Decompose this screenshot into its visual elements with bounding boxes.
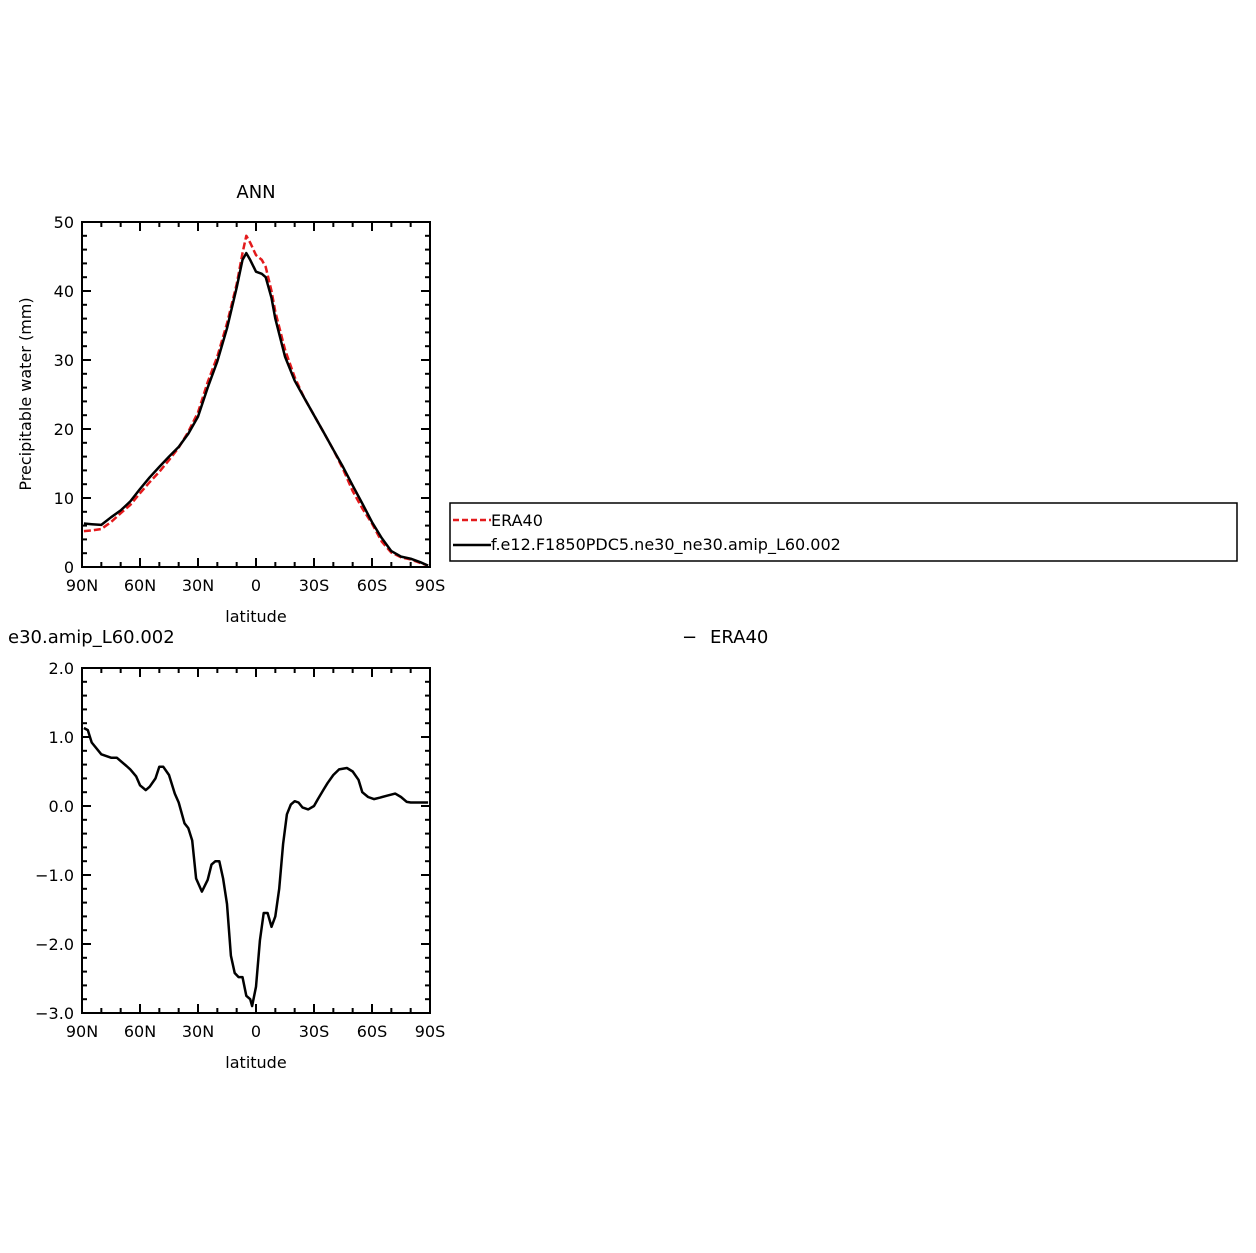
top-panel-series-line-1 <box>83 251 429 567</box>
bottom-panel-x-tick-label: 60N <box>124 1022 156 1041</box>
top-panel-x-tick-label: 30S <box>299 576 330 595</box>
bottom-panel-y-tick-label: 0.0 <box>49 797 74 816</box>
bottom-panel-title-right-dash: − <box>682 627 697 648</box>
top-panel-y-tick-label: 50 <box>54 213 74 232</box>
bottom-panel-x-tick-label: 90N <box>66 1022 98 1041</box>
bottom-panel-x-axis-label: latitude <box>225 1053 286 1072</box>
top-panel-y-tick-label: 40 <box>54 282 74 301</box>
legend-box <box>449 502 1238 562</box>
top-panel-y-tick-label: 20 <box>54 420 74 439</box>
top-panel-series-line-0 <box>83 234 429 567</box>
bottom-panel-x-tick-label: 60S <box>357 1022 388 1041</box>
top-panel-x-tick-label: 90N <box>66 576 98 595</box>
top-panel-y-axis-label: Precipitable water (mm) <box>16 297 35 490</box>
top-panel-y-tick-label: 10 <box>54 489 74 508</box>
bottom-panel-y-tick-label: −1.0 <box>35 866 74 885</box>
bottom-panel-x-tick-label: 30S <box>299 1022 330 1041</box>
top-panel-x-tick-label: 30N <box>182 576 214 595</box>
bottom-panel: e30.amip_L60.002 − ERA40 latitude 90N 60N… <box>8 627 768 1072</box>
bottom-panel-y-axis-label: Precipitable water (mm) <box>0 743 19 936</box>
top-panel-title: ANN <box>236 182 275 203</box>
top-panel-x-tick-label: 0 <box>251 576 261 595</box>
bottom-panel-x-tick-label: 90S <box>415 1022 446 1041</box>
top-panel-y-tick-label: 30 <box>54 351 74 370</box>
bottom-panel-plot-frame <box>81 667 431 1014</box>
bottom-panel-title-right: ERA40 <box>710 627 768 648</box>
bottom-panel-y-tick-label: −2.0 <box>35 935 74 954</box>
bottom-panel-y-tick-label: −3.0 <box>35 1004 74 1023</box>
bottom-panel-y-tick-label: 1.0 <box>49 728 74 747</box>
bottom-panel-x-tick-label: 0 <box>251 1022 261 1041</box>
legend-label-model: f.e12.F1850PDC5.ne30_ne30.amip_L60.002 <box>491 535 841 555</box>
top-panel-y-tick-label: 0 <box>64 558 74 577</box>
legend-label-era40: ERA40 <box>491 511 543 530</box>
top-panel-x-axis-label: latitude <box>225 607 286 626</box>
top-panel-x-tick-label: 90S <box>415 576 446 595</box>
top-panel-x-tick-label: 60S <box>357 576 388 595</box>
bottom-panel-x-tick-label: 30N <box>182 1022 214 1041</box>
top-panel-plot-frame <box>81 221 431 568</box>
legend: ERA40 f.e12.F1850PDC5.ne30_ne30.amip_L60… <box>449 502 1238 562</box>
bottom-panel-y-tick-label: 2.0 <box>49 659 74 678</box>
bottom-panel-title-left: e30.amip_L60.002 <box>8 627 175 648</box>
bottom-panel-series-line-0 <box>83 726 429 1008</box>
top-panel: ANN Precipitable water (mm) latitude 90N… <box>16 182 445 626</box>
top-panel-x-tick-label: 60N <box>124 576 156 595</box>
